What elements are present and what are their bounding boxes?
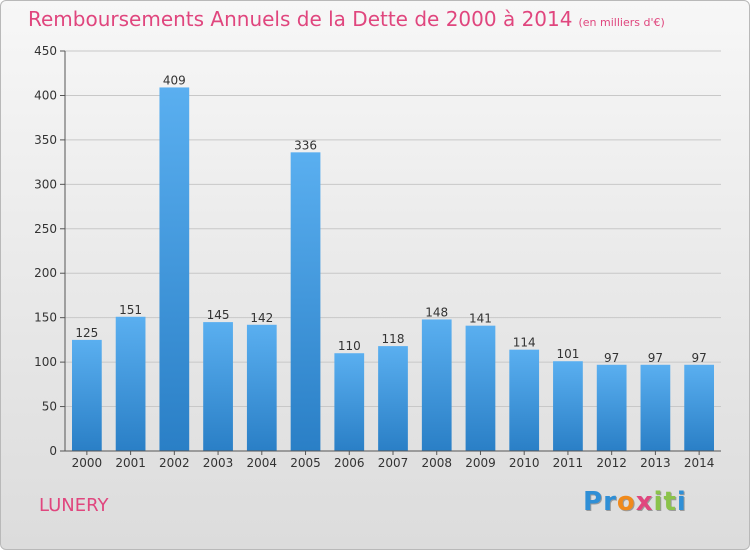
bar-2011 bbox=[553, 361, 583, 451]
bar-2003 bbox=[203, 322, 233, 451]
axes bbox=[60, 50, 721, 455]
logo-letter: t bbox=[663, 487, 677, 517]
bar-2008 bbox=[421, 319, 452, 451]
x-tick-label-2001: 2001 bbox=[115, 456, 146, 470]
data-label-2000: 125 bbox=[75, 326, 98, 340]
proxiti-logo: Proxiti bbox=[583, 487, 687, 517]
logo-letter: P bbox=[583, 487, 604, 517]
bar-2010 bbox=[509, 349, 540, 451]
x-tick-label-2012: 2012 bbox=[596, 456, 627, 470]
x-tick-label-2009: 2009 bbox=[465, 456, 496, 470]
x-tick-label-2004: 2004 bbox=[247, 456, 278, 470]
x-tick-label-2007: 2007 bbox=[378, 456, 409, 470]
logo-letter: r bbox=[603, 487, 617, 517]
bar-2001 bbox=[115, 316, 146, 451]
bar-2014 bbox=[684, 364, 715, 451]
bar-2007 bbox=[378, 346, 408, 451]
data-label-2014: 97 bbox=[691, 351, 706, 365]
x-tick-label-2011: 2011 bbox=[553, 456, 584, 470]
bar-2000 bbox=[71, 339, 102, 451]
y-tick-label: 150 bbox=[34, 311, 57, 325]
chart-title: Remboursements Annuels de la Dette de 20… bbox=[28, 7, 665, 31]
data-label-2012: 97 bbox=[604, 351, 619, 365]
bar-2002 bbox=[159, 87, 190, 451]
data-label-2002: 409 bbox=[163, 73, 186, 87]
logo-letter: i bbox=[676, 487, 687, 517]
data-label-2003: 145 bbox=[207, 308, 230, 322]
y-tick-label: 400 bbox=[34, 88, 57, 102]
data-label-2013: 97 bbox=[648, 351, 663, 365]
logo-letter: x bbox=[635, 487, 654, 517]
bar-2004 bbox=[246, 324, 277, 451]
data-label-2010: 114 bbox=[513, 336, 536, 350]
bars bbox=[71, 87, 715, 452]
x-tick-label-2000: 2000 bbox=[72, 456, 103, 470]
bar-2009 bbox=[465, 325, 496, 451]
y-tick-label: 450 bbox=[34, 44, 57, 58]
bar-2005 bbox=[290, 152, 321, 452]
x-tick-label-2006: 2006 bbox=[334, 456, 365, 470]
data-label-2011: 101 bbox=[556, 347, 579, 361]
chart-title-text: Remboursements Annuels de la Dette de 20… bbox=[28, 7, 573, 31]
x-tick-label-2014: 2014 bbox=[684, 456, 715, 470]
bar-2012 bbox=[596, 364, 627, 451]
data-label-2009: 141 bbox=[469, 312, 492, 326]
y-tick-label: 0 bbox=[49, 444, 57, 458]
data-label-2005: 336 bbox=[294, 138, 317, 152]
y-tick-label: 100 bbox=[34, 355, 57, 369]
bar-2013 bbox=[640, 364, 671, 451]
labels: 0 50 100 150 200 250 300 350 400 450 125 2000 151 200… bbox=[34, 44, 714, 470]
logo-letter: o bbox=[616, 487, 636, 517]
x-tick-label-2002: 2002 bbox=[159, 456, 190, 470]
y-tick-label: 250 bbox=[34, 222, 57, 236]
x-tick-label-2010: 2010 bbox=[509, 456, 540, 470]
data-label-2001: 151 bbox=[119, 303, 142, 317]
logo-letter: i bbox=[653, 487, 664, 517]
data-label-2006: 110 bbox=[338, 339, 361, 353]
data-label-2004: 142 bbox=[250, 311, 273, 325]
x-tick-label-2003: 2003 bbox=[203, 456, 234, 470]
y-tick-label: 350 bbox=[34, 133, 57, 147]
data-label-2007: 118 bbox=[382, 332, 405, 346]
y-tick-label: 50 bbox=[42, 400, 57, 414]
x-tick-label-2008: 2008 bbox=[421, 456, 452, 470]
x-tick-label-2005: 2005 bbox=[290, 456, 321, 470]
y-tick-label: 300 bbox=[34, 177, 57, 191]
x-tick-label-2013: 2013 bbox=[640, 456, 671, 470]
chart-unit: (en milliers d'€) bbox=[578, 16, 665, 29]
y-tick-label: 200 bbox=[34, 266, 57, 280]
bar-2006 bbox=[334, 353, 365, 451]
commune-name: LUNERY bbox=[39, 495, 109, 516]
data-label-2008: 148 bbox=[425, 305, 448, 319]
